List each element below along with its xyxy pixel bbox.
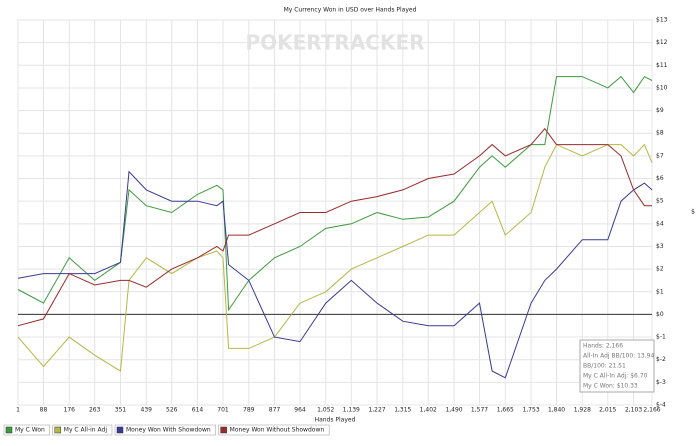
y-tick-label: $6 — [656, 175, 664, 182]
legend-label: Money Won With Showdown — [126, 427, 211, 434]
y-tick-label: $10 — [656, 84, 668, 91]
x-tick-label: 2,103 — [625, 407, 642, 414]
x-tick-label: 176 — [64, 407, 76, 414]
x-tick-label: 1,840 — [548, 407, 565, 414]
chart-title: My Currency Won in USD over Hands Played — [284, 7, 417, 14]
x-tick-label: 1,490 — [445, 407, 462, 414]
stats-line: My C All-In Adj: $6.70 — [583, 373, 648, 380]
stats-line: BB/100: 21.51 — [583, 363, 626, 370]
series-line — [17, 75, 653, 312]
legend-item: My C All-in Adj — [52, 424, 113, 436]
x-tick-label: 1,227 — [368, 407, 385, 414]
x-tick-label: 877 — [269, 407, 281, 414]
legend-item: Money Won Without Showdown — [218, 424, 330, 436]
y-tick-label: $-1 — [656, 334, 666, 341]
x-tick-label: 1,315 — [394, 407, 411, 414]
legend-frame — [52, 424, 113, 436]
stats-line: Hands: 2,166 — [583, 343, 623, 350]
x-tick-label: 88 — [40, 407, 48, 414]
y-tick-label: $4 — [656, 220, 664, 227]
x-tick-label: 964 — [294, 407, 306, 414]
x-tick-label: 1 — [16, 407, 20, 414]
y-tick-label: $2 — [656, 266, 664, 273]
x-tick-label: 1,402 — [420, 407, 437, 414]
x-tick-label: 1,753 — [522, 407, 539, 414]
x-tick-label: 1,139 — [343, 407, 360, 414]
legend-item: Money Won With Showdown — [114, 424, 216, 436]
legend-frame — [218, 424, 330, 436]
legend-label: My C All-in Adj — [64, 427, 108, 434]
legend-swatch — [54, 426, 62, 434]
x-tick-label: 1,052 — [317, 407, 334, 414]
x-tick-label: 526 — [166, 407, 178, 414]
x-tick-label: 351 — [115, 407, 127, 414]
x-tick-label: 1,928 — [574, 407, 591, 414]
stats-box — [579, 339, 655, 393]
legend-item: My C Won — [3, 424, 51, 436]
legend-label: Money Won Without Showdown — [230, 427, 325, 434]
legend-swatch — [116, 426, 124, 434]
stats-line: All-In Adj BB/100: 13.94 — [583, 353, 654, 360]
y-tick-label: $3 — [656, 243, 664, 250]
x-tick-label: 1,665 — [497, 407, 514, 414]
y-tick-label: $13 — [656, 17, 668, 24]
legend-label: My C Won — [15, 427, 45, 434]
y-tick-label: $-4 — [656, 402, 666, 409]
x-tick-label: 701 — [217, 407, 229, 414]
series-line — [17, 170, 653, 379]
x-tick-label: 439 — [141, 407, 153, 414]
y-axis-label: $ — [691, 209, 695, 216]
stats-line: My C Won: $10.33 — [583, 383, 638, 390]
x-tick-label: 1,577 — [471, 407, 488, 414]
y-tick-label: $11 — [656, 62, 668, 69]
y-tick-label: $5 — [656, 198, 664, 205]
legend-swatch — [5, 426, 13, 434]
y-tick-label: $9 — [656, 107, 664, 114]
legend-frame — [114, 424, 216, 436]
x-tick-label: 2,166 — [643, 407, 660, 414]
y-tick-label: $-2 — [656, 356, 666, 363]
series-line — [17, 143, 653, 372]
legend-swatch — [220, 426, 227, 434]
x-tick-label: 263 — [89, 407, 101, 414]
y-tick-label: $7 — [656, 152, 664, 159]
y-tick-label: $0 — [656, 311, 664, 318]
x-tick-label: 789 — [243, 407, 255, 414]
x-tick-label: 614 — [192, 407, 204, 414]
series-line — [17, 127, 652, 327]
y-tick-label: $1 — [656, 288, 664, 295]
legend-frame — [3, 424, 51, 436]
y-tick-label: $8 — [656, 130, 664, 137]
x-tick-label: 2,015 — [599, 407, 616, 414]
x-axis-label: Hands Played — [315, 417, 356, 424]
y-tick-label: $12 — [656, 39, 668, 46]
y-tick-label: $-3 — [656, 379, 666, 386]
